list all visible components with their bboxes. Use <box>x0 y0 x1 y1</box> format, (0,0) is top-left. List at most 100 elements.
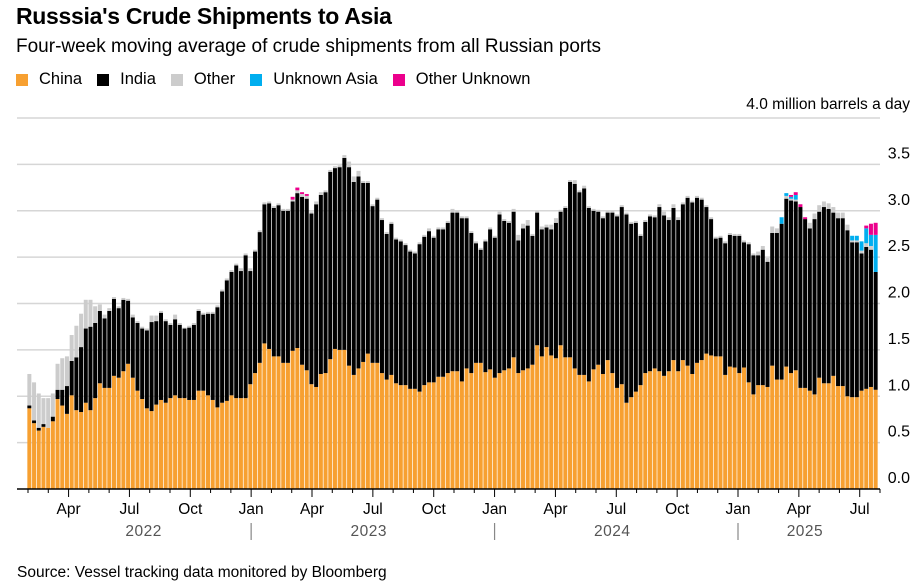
bar-china <box>191 399 196 489</box>
bar-india <box>586 207 591 382</box>
bar-india <box>488 229 493 370</box>
bar-other <box>426 228 431 232</box>
bar-other <box>845 224 850 231</box>
legend-label: Unknown Asia <box>273 70 378 88</box>
bar-india <box>32 420 37 424</box>
bar-china <box>431 382 436 489</box>
bar-other <box>676 217 681 221</box>
bar-other <box>859 250 864 254</box>
bar-china <box>60 405 65 489</box>
bar-other <box>130 314 135 318</box>
bar-india <box>572 183 577 369</box>
bar-china <box>328 359 333 489</box>
bar-india <box>737 235 742 374</box>
bar-other <box>789 198 794 201</box>
bar-india <box>422 236 427 386</box>
bar-other <box>83 299 88 329</box>
bar-india <box>389 223 394 375</box>
bar-china <box>615 387 620 489</box>
bar-china <box>690 373 695 489</box>
bar-other-unknown <box>873 222 878 235</box>
bar-india <box>774 233 779 380</box>
bar-india <box>318 194 323 374</box>
bar-china <box>238 398 243 489</box>
bar-other <box>253 249 258 252</box>
bar-india <box>159 312 163 400</box>
bar-india <box>253 251 258 374</box>
bar-india <box>441 229 446 377</box>
bar-china <box>676 371 681 489</box>
bar-other <box>591 208 596 211</box>
bar-china <box>638 385 643 489</box>
bar-unknown-asia <box>850 235 855 241</box>
bar-other <box>727 233 732 235</box>
bar-other <box>351 176 356 182</box>
bar-india <box>770 233 775 366</box>
bar-other <box>375 197 380 200</box>
legend-swatch-other <box>170 73 183 86</box>
bar-unknown-asia <box>784 193 789 196</box>
bar-china <box>436 376 441 489</box>
bar-other <box>704 205 709 208</box>
bar-china <box>568 357 573 489</box>
bar-other <box>854 240 859 243</box>
bar-china <box>300 364 305 489</box>
x-month-label: Apr <box>57 501 81 518</box>
bar-china <box>727 366 732 489</box>
bar-other <box>328 169 333 172</box>
bar-china <box>229 395 234 489</box>
bar-china <box>220 402 225 489</box>
bar-other <box>812 213 817 220</box>
bar-india <box>718 237 723 357</box>
legend-swatch-china <box>16 73 28 86</box>
bar-china <box>365 353 370 489</box>
bar-other <box>553 218 558 223</box>
bar-india <box>535 212 540 346</box>
bar-other <box>586 206 591 208</box>
bar-china <box>478 362 483 489</box>
bar-india <box>840 218 845 387</box>
bar-other <box>276 203 281 206</box>
bar-india <box>285 210 290 363</box>
bar-china <box>563 357 568 489</box>
bar-india <box>74 357 79 411</box>
bar-china <box>516 373 521 489</box>
bar-india <box>502 220 507 371</box>
bar-india <box>206 313 211 396</box>
bar-china <box>633 391 638 489</box>
bar-china <box>111 375 116 489</box>
bar-china <box>88 410 93 489</box>
bar-india <box>723 243 728 375</box>
bar-china <box>506 368 511 489</box>
bar-india <box>638 235 643 386</box>
bar-china <box>79 412 84 489</box>
bar-india <box>97 310 102 384</box>
legend-item-india: India <box>97 70 156 89</box>
bar-other <box>79 313 84 348</box>
bar-india <box>365 182 370 354</box>
bar-other <box>558 209 563 212</box>
bar-china <box>525 368 530 489</box>
legend: China India Other Unknown Asia Other Unk… <box>16 70 545 89</box>
bar-india <box>619 207 624 385</box>
bar-india <box>662 215 667 376</box>
bar-china <box>605 360 610 489</box>
chart-title: Russsia's Crude Shipments to Asia <box>16 3 392 29</box>
bar-other <box>168 322 173 325</box>
x-month-label: Jul <box>850 501 870 518</box>
bar-other <box>756 251 761 256</box>
bar-other <box>652 215 657 218</box>
bar-india <box>163 321 168 403</box>
bar-other <box>488 227 493 230</box>
bar-china <box>502 370 507 489</box>
bar-china <box>422 385 427 489</box>
bar-other <box>224 278 229 281</box>
bar-india <box>271 207 276 357</box>
bar-india <box>248 271 253 385</box>
bar-india <box>445 222 450 374</box>
bar-china <box>74 410 79 489</box>
bar-china <box>351 374 356 489</box>
bar-india <box>671 207 676 361</box>
bar-other-unknown <box>290 196 295 200</box>
bar-india <box>168 324 173 399</box>
